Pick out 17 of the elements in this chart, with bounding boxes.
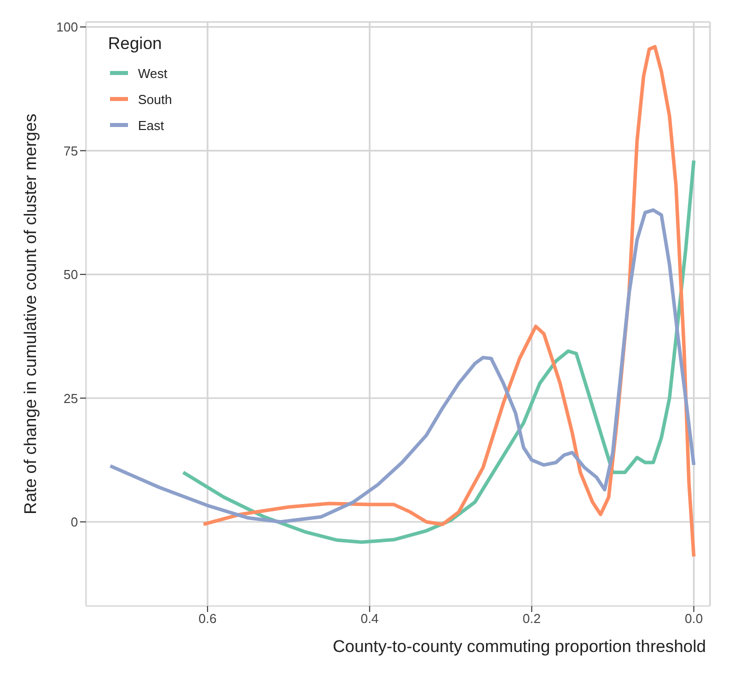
x-tick-label: 0.4	[360, 611, 379, 626]
y-tick-label: 100	[56, 20, 78, 35]
y-tick-label: 0	[70, 514, 78, 530]
x-tick-label: 0.0	[684, 611, 703, 626]
x-tick-label: 0.6	[198, 611, 217, 626]
line-series	[108, 208, 696, 524]
legend-label: West	[137, 64, 168, 82]
y-tick-label: 50	[64, 267, 78, 282]
y-tick-label: 25	[64, 390, 78, 406]
legend-label: East	[137, 116, 166, 134]
y-axis-title: Rate of change in cumulative count of cluster merges	[21, 114, 40, 514]
line-series	[181, 158, 696, 544]
x-axis-title: County-to-county commuting proportion threshold	[332, 637, 706, 656]
legend-label: South	[137, 90, 172, 108]
legend-title: Region	[108, 34, 163, 54]
x-tick-label: 0.2	[522, 611, 541, 626]
y-tick-label: 75	[64, 143, 78, 158]
